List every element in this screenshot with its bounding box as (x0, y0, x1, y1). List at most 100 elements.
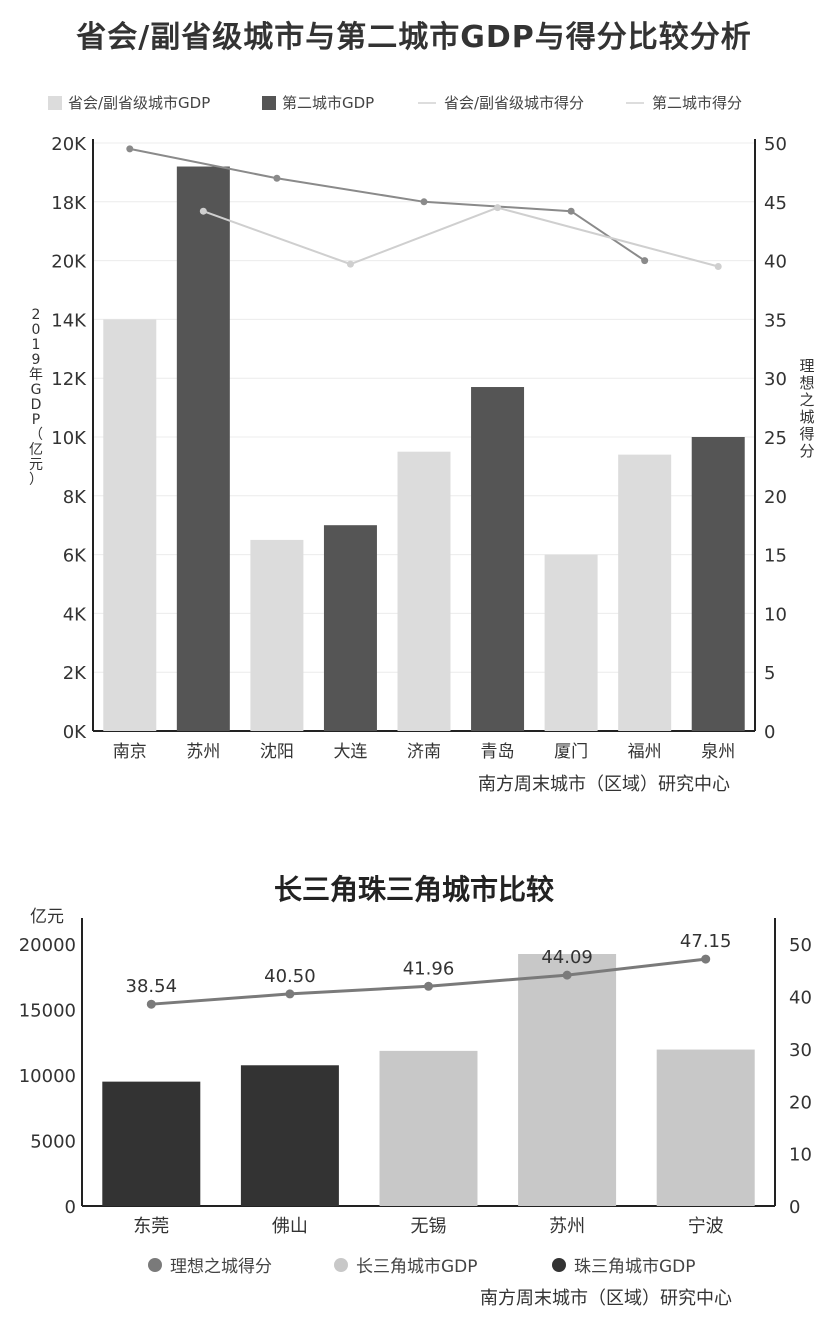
y2-tick-label: 20 (764, 487, 787, 508)
ylabel-char: ） (29, 472, 43, 488)
x-tick-label: 宁波 (688, 1216, 724, 1237)
legend-item-capital-gdp: 省会/副省级城市GDP (48, 92, 210, 113)
legend-swatch-dot (148, 1257, 162, 1272)
ylabel-char: 9 (31, 352, 41, 368)
y-tick-label: 18K (51, 193, 87, 214)
chart1-plot: 0K 2K 4K 6K 8K 10K 12K 14K 20K 18K 20K 0 5 10 15 20 25 30… (51, 134, 787, 762)
y2-tick-label: 45 (764, 193, 787, 214)
legend-swatch-dot (334, 1257, 348, 1272)
score-point (567, 207, 575, 215)
y2label-char: 得 (799, 425, 815, 443)
ylabel-char: 元 (29, 457, 43, 473)
y2-tick-label: 20 (789, 1092, 812, 1113)
y-tick-label: 6K (63, 546, 87, 567)
ylabel-char: 2 (31, 307, 41, 323)
bar-南京 (103, 319, 157, 731)
y2-tick-label: 40 (764, 252, 787, 273)
chart2-source: 南方周末城市（区域）研究中心 (480, 1288, 732, 1309)
y2-tick-label: 50 (764, 134, 787, 155)
y2-tick-label: 25 (764, 428, 787, 449)
score-point (146, 999, 156, 1009)
y-tick-label: 2K (63, 663, 87, 684)
x-tick-label: 苏州 (549, 1216, 585, 1237)
y2-tick-label: 30 (764, 369, 787, 390)
legend-swatch-dot (552, 1257, 566, 1272)
ylabel-char: G (30, 382, 42, 398)
bar-佛山 (240, 1065, 339, 1206)
score-data-label: 44.09 (541, 947, 593, 968)
x-tick-label: 佛山 (272, 1216, 308, 1237)
score-point (494, 204, 502, 212)
bar-苏州 (176, 166, 230, 731)
y-tick-label: 20000 (19, 935, 76, 956)
ylabel-char: 0 (31, 322, 41, 338)
score-point (199, 207, 207, 215)
score-point (424, 981, 433, 991)
chart1-source: 南方周末城市（区域）研究中心 (478, 774, 730, 795)
ylabel-char: P (31, 412, 41, 428)
ylabel-char: 1 (31, 337, 41, 353)
x-tick-label: 大连 (333, 742, 367, 762)
chart1-ylabel: 2 0 1 9 年 G D P （ 亿 元 ） (28, 308, 44, 488)
y2-tick-label: 10 (764, 604, 787, 625)
x-tick-label: 东莞 (133, 1216, 169, 1237)
y-tick-label: 8K (63, 487, 87, 508)
legend2-item-score: 理想之城得分 (148, 1252, 272, 1277)
chart2-plot: 0 5000 10000 15000 20000 0 10 20 30 40 50 东莞 佛山 无锡 苏州 宁… (19, 918, 812, 1237)
y-tick-label: 20K (51, 134, 87, 155)
y-tick-label: 10000 (19, 1066, 76, 1087)
score-point (641, 257, 649, 265)
score-point (285, 989, 295, 999)
y2label-char: 城 (799, 408, 815, 426)
bar-青岛 (471, 387, 525, 731)
x-tick-label: 泉州 (701, 742, 735, 762)
y2-tick-label: 5 (764, 663, 775, 684)
legend2-item-prd: 珠三角城市GDP (552, 1252, 696, 1277)
score-data-label: 38.54 (126, 976, 178, 997)
y2label-char: 分 (799, 442, 815, 460)
y2-tick-label: 10 (789, 1145, 812, 1166)
legend-swatch-line (418, 101, 436, 104)
score-data-label: 40.50 (264, 966, 316, 987)
y2-tick-label: 35 (764, 310, 787, 331)
chart2-ylabel: 亿元 (30, 907, 64, 927)
y-tick-label: 15000 (19, 1001, 76, 1022)
x-tick-label: 福州 (628, 742, 662, 762)
y-tick-label: 4K (63, 604, 87, 625)
x-tick-label: 南京 (113, 742, 147, 762)
bar-宁波 (656, 1049, 755, 1206)
ylabel-char: （ (29, 427, 43, 443)
y-tick-label: 20K (51, 252, 87, 273)
y2label-char: 之 (799, 391, 815, 409)
y-tick-label: 0 (65, 1197, 76, 1218)
x-tick-label: 无锡 (411, 1216, 447, 1237)
bar-大连 (323, 525, 377, 731)
score-data-label: 41.96 (403, 958, 455, 979)
legend-label: 珠三角城市GDP (574, 1257, 696, 1277)
bar-沈阳 (250, 539, 304, 731)
y2-tick-label: 30 (789, 1040, 812, 1061)
y2-tick-label: 40 (789, 988, 812, 1009)
legend-swatch-dark-bar (262, 95, 276, 110)
y2-tick-label: 0 (789, 1197, 800, 1218)
score-point (346, 260, 354, 268)
y2label-char: 想 (799, 374, 815, 392)
y2label-char: 理 (799, 357, 815, 375)
legend-label: 第二城市得分 (652, 94, 743, 112)
y-tick-label: 12K (51, 369, 87, 390)
score-point (273, 174, 281, 182)
legend-item-capital-score: 省会/副省级城市得分 (418, 92, 584, 113)
bar-东莞 (102, 1081, 201, 1206)
bar-济南 (397, 451, 451, 731)
chart1-y2label: 理 想 之 城 得 分 (799, 358, 815, 460)
legend-label: 长三角城市GDP (356, 1257, 478, 1277)
legend-item-second-gdp: 第二城市GDP (262, 92, 374, 113)
score-point (701, 954, 711, 964)
legend-swatch-light-bar (48, 95, 62, 110)
y2-tick-label: 15 (764, 546, 787, 567)
chart2-title: 长三角珠三角城市比较 (273, 873, 554, 906)
ylabel-char: 年 (29, 367, 43, 383)
y-tick-label: 10K (51, 428, 87, 449)
y-tick-label: 0K (63, 722, 87, 743)
score-point (714, 262, 722, 270)
